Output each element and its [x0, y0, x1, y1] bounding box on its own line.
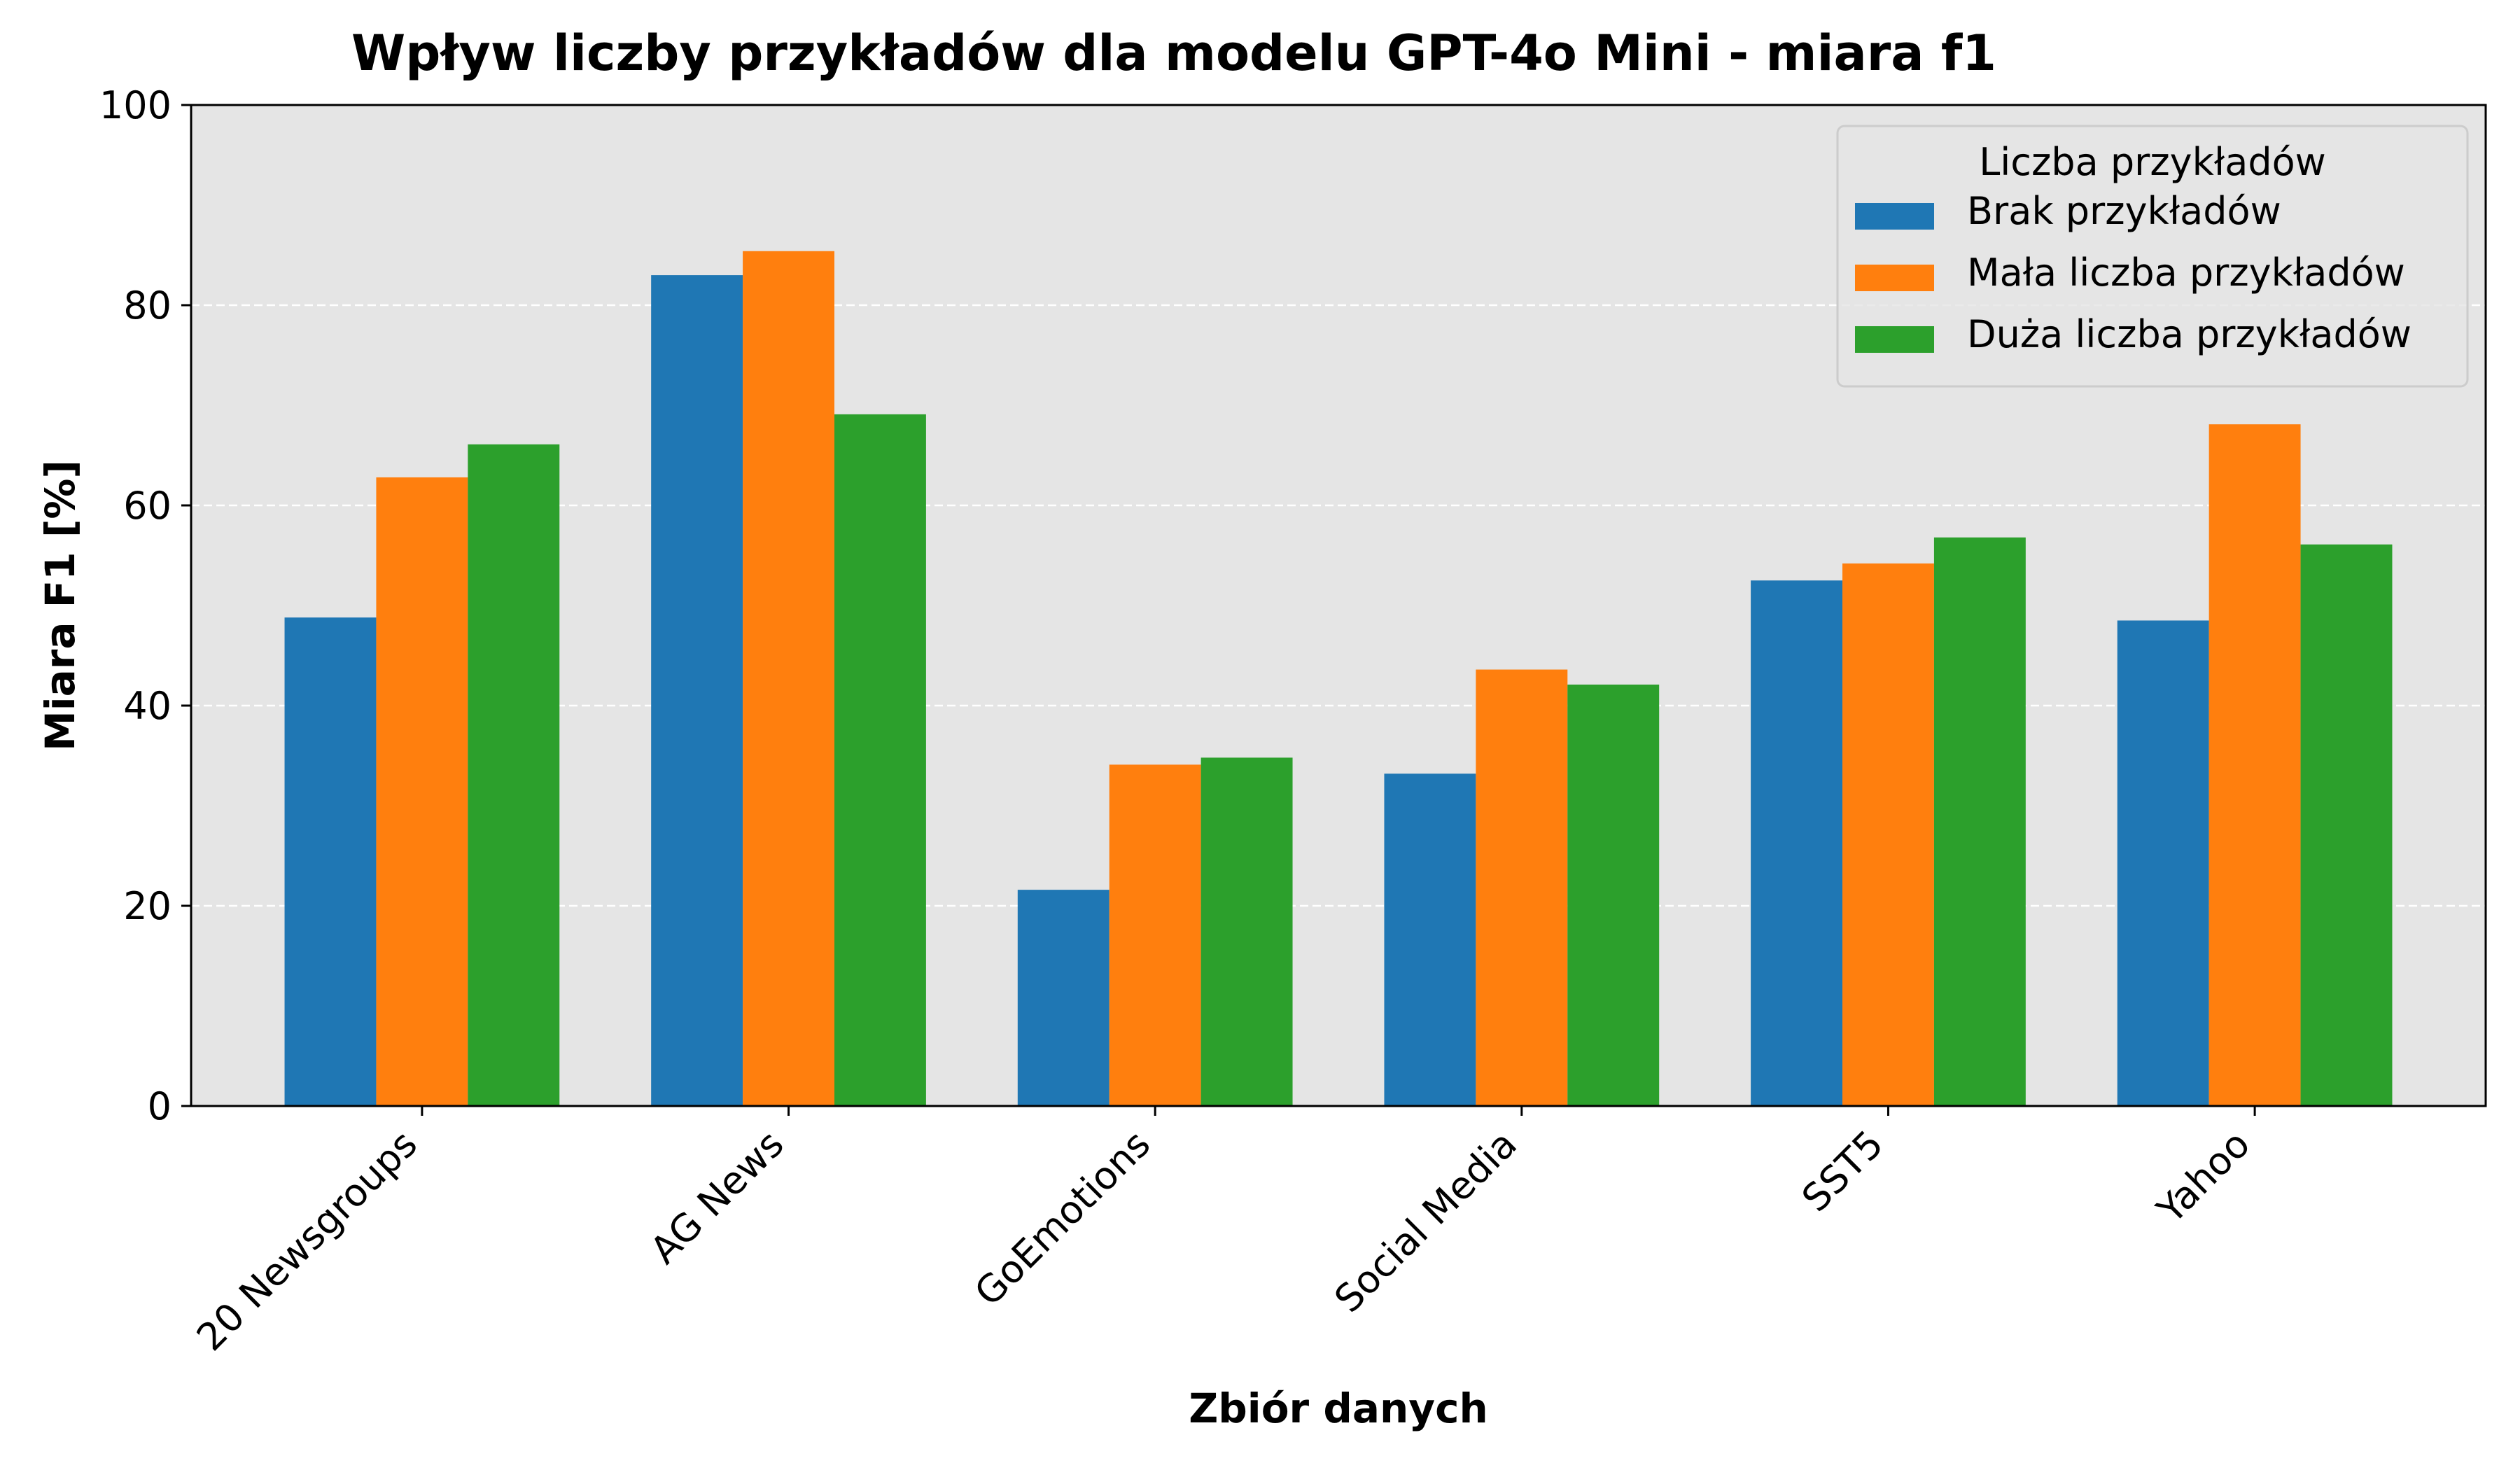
bar [834, 414, 926, 1106]
y-tick-label: 0 [148, 1084, 172, 1128]
bar [1933, 537, 2026, 1106]
bar [1567, 684, 1660, 1106]
legend-swatch [1855, 203, 1934, 230]
x-axis-label: Zbiór danych [1189, 1385, 1488, 1432]
legend-title: Liczba przykładów [1979, 140, 2326, 184]
legend-label: Brak przykładów [1967, 189, 2281, 233]
gridlines [191, 304, 2486, 907]
bar [1384, 774, 1476, 1106]
bar [284, 617, 377, 1106]
bar [2117, 620, 2209, 1106]
chart-title: Wpływ liczby przykładów dla modelu GPT-4… [351, 24, 1996, 82]
bar [1017, 890, 1110, 1106]
x-tick-label: Yahoo [2148, 1122, 2259, 1233]
bar [1109, 764, 1201, 1106]
y-tick-label: 80 [123, 284, 172, 328]
x-axis: 20 Newsgroups AG News GoEmotions Social Med… [188, 1106, 2258, 1359]
bar [2208, 424, 2301, 1106]
x-tick-label: GoEmotions [966, 1122, 1158, 1315]
legend-swatch [1855, 265, 1934, 291]
x-tick-label: AG News [642, 1122, 792, 1273]
bar [1200, 757, 1293, 1106]
bar [376, 477, 468, 1106]
plot-frame [190, 104, 2487, 1107]
bars [284, 251, 2393, 1107]
bar [1751, 580, 1843, 1106]
x-tick-label: Social Media [1326, 1122, 1525, 1322]
legend-box [1836, 125, 2469, 388]
y-tick-label: 40 [123, 684, 172, 728]
x-tick-label: 20 Newsgroups [188, 1122, 426, 1359]
legend-swatch [1855, 326, 1934, 353]
bar [1476, 669, 1568, 1106]
bar [743, 251, 834, 1106]
bar [468, 444, 560, 1106]
bar [651, 275, 743, 1107]
y-tick-label: 20 [123, 884, 172, 928]
legend-label: Mała liczba przykładów [1967, 251, 2405, 295]
y-tick-label: 100 [99, 83, 172, 127]
x-tick-label: SST5 [1793, 1122, 1892, 1221]
legend-label: Duża liczba przykładów [1967, 312, 2412, 356]
y-axis-label: Miara F1 [%] [36, 460, 84, 751]
y-axis: 0 20 40 60 80 100 [99, 83, 191, 1128]
bar [2300, 544, 2393, 1106]
bar [1842, 563, 1934, 1106]
legend: Liczba przykładów Brak przykładów Mała li… [1836, 125, 2469, 388]
y-tick-label: 60 [123, 484, 172, 528]
